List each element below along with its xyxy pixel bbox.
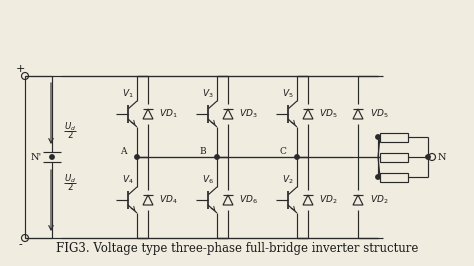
Text: $V_4$: $V_4$: [122, 174, 134, 186]
Text: N': N': [31, 152, 42, 161]
Text: $VD_1$: $VD_1$: [159, 108, 178, 120]
Circle shape: [215, 155, 219, 159]
Text: $V_6$: $V_6$: [202, 174, 214, 186]
Circle shape: [426, 155, 430, 159]
Text: B: B: [200, 147, 206, 156]
Text: C: C: [280, 147, 286, 156]
Text: $VD_2$: $VD_2$: [319, 194, 337, 206]
Text: $\mathsf{2}$: $\mathsf{2}$: [67, 130, 73, 140]
Text: $VD_4$: $VD_4$: [159, 194, 178, 206]
Text: $V_3$: $V_3$: [202, 88, 214, 100]
Text: $VD_5$: $VD_5$: [319, 108, 337, 120]
Bar: [380, 132, 408, 142]
Bar: [380, 172, 408, 181]
Text: $VD_3$: $VD_3$: [239, 108, 257, 120]
Text: +: +: [15, 64, 25, 74]
Circle shape: [50, 155, 54, 159]
Circle shape: [376, 175, 380, 179]
Text: $VD_2$: $VD_2$: [370, 194, 389, 206]
Circle shape: [135, 155, 139, 159]
Circle shape: [295, 155, 299, 159]
Text: N: N: [438, 152, 446, 161]
Text: $VD_6$: $VD_6$: [239, 194, 258, 206]
Circle shape: [376, 135, 380, 139]
Text: $VD_5$: $VD_5$: [370, 108, 389, 120]
Text: $\mathsf{2}$: $\mathsf{2}$: [67, 181, 73, 193]
Text: $V_5$: $V_5$: [282, 88, 294, 100]
Text: A: A: [120, 147, 126, 156]
Text: $V_2$: $V_2$: [282, 174, 294, 186]
Text: $U_d$: $U_d$: [64, 173, 76, 185]
Text: FIG3. Voltage type three-phase full-bridge inverter structure: FIG3. Voltage type three-phase full-brid…: [56, 242, 418, 255]
Bar: [380, 152, 408, 161]
Text: $U_d$: $U_d$: [64, 121, 76, 133]
Text: $V_1$: $V_1$: [122, 88, 134, 100]
Text: -: -: [18, 240, 22, 250]
